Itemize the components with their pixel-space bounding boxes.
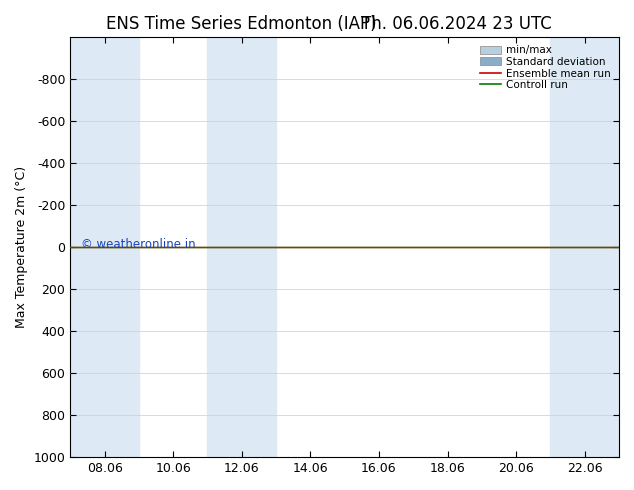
Text: © weatheronline.in: © weatheronline.in [81,239,196,251]
Bar [550,37,619,457]
Y-axis label: Max Temperature 2m (°C): Max Temperature 2m (°C) [15,166,28,328]
Bar [70,37,139,457]
Bar [207,37,276,457]
Text: ENS Time Series Edmonton (IAP): ENS Time Series Edmonton (IAP) [106,15,376,33]
Text: Th. 06.06.2024 23 UTC: Th. 06.06.2024 23 UTC [361,15,552,33]
Legend: min/max, Standard deviation, Ensemble mean run, Controll run: min/max, Standard deviation, Ensemble me… [477,42,614,93]
